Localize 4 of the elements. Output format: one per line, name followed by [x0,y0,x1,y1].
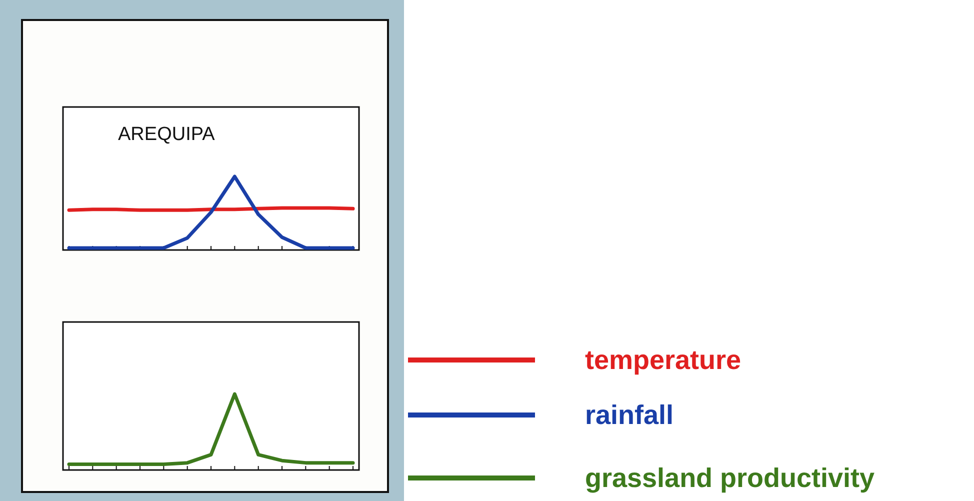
legend-label: temperature [585,345,742,375]
legend-label: grassland productivity [585,463,875,493]
chart-title: AREQUIPA [118,124,216,145]
legend-label: rainfall [585,400,674,430]
